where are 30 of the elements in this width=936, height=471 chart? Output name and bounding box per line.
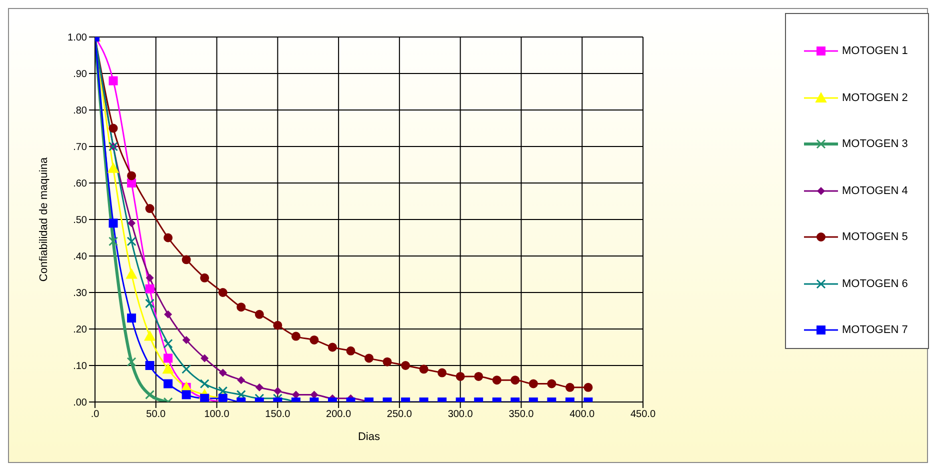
x-tick-label: 300.0 [448, 409, 474, 420]
legend-label: MOTOGEN 1 [842, 45, 908, 58]
x-axis-title: Dias [358, 431, 380, 443]
legend-label: MOTOGEN 2 [842, 92, 908, 104]
y-tick-label: .40 [73, 252, 88, 263]
x-tick-label: 100.0 [204, 409, 230, 420]
y-tick-label: .20 [73, 324, 88, 336]
y-tick-label: .90 [73, 69, 88, 80]
x-tick-label: 250.0 [386, 409, 412, 420]
legend-label: MOTOGEN 4 [842, 184, 908, 197]
y-tick-label: .30 [73, 288, 88, 300]
x-tick-label: .0 [90, 409, 100, 420]
y-tick-label: .70 [73, 142, 88, 154]
y-tick-label: .00 [73, 398, 88, 409]
x-tick-label: 200.0 [326, 409, 352, 420]
x-tick-label: 450.0 [630, 409, 656, 420]
y-tick-label: .60 [73, 178, 88, 190]
y-tick-label: .50 [73, 215, 88, 226]
y-axis-title: Confiabilidad de maquina [38, 156, 50, 282]
legend-label: MOTOGEN 6 [842, 278, 908, 290]
legend-label: MOTOGEN 3 [842, 138, 908, 150]
x-tick-label: 150.0 [265, 409, 291, 420]
y-tick-label: .10 [73, 361, 88, 372]
x-tick-label: 350.0 [508, 409, 534, 420]
legend-label: MOTOGEN 5 [842, 231, 908, 244]
y-tick-label: .80 [73, 106, 88, 117]
x-tick-label: 50.0 [146, 409, 166, 420]
x-tick-label: 400.0 [570, 409, 596, 420]
y-tick-label: 1.00 [68, 32, 88, 44]
legend-label: MOTOGEN 7 [842, 324, 908, 336]
